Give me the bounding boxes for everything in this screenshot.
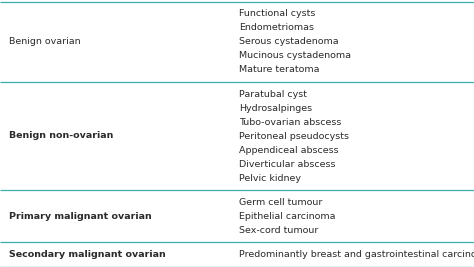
Text: Peritoneal pseudocysts: Peritoneal pseudocysts bbox=[239, 132, 349, 141]
Text: Diverticular abscess: Diverticular abscess bbox=[239, 160, 336, 169]
Text: Endometriomas: Endometriomas bbox=[239, 23, 314, 32]
Text: Functional cysts: Functional cysts bbox=[239, 9, 316, 18]
Text: Paratubal cyst: Paratubal cyst bbox=[239, 89, 307, 99]
Text: Mucinous cystadenoma: Mucinous cystadenoma bbox=[239, 51, 351, 60]
Text: Tubo-ovarian abscess: Tubo-ovarian abscess bbox=[239, 117, 342, 127]
Text: Benign non-ovarian: Benign non-ovarian bbox=[9, 131, 114, 140]
Text: Hydrosalpinges: Hydrosalpinges bbox=[239, 104, 312, 113]
Text: Benign ovarian: Benign ovarian bbox=[9, 37, 81, 46]
Text: Pelvic kidney: Pelvic kidney bbox=[239, 174, 301, 183]
Text: Germ cell tumour: Germ cell tumour bbox=[239, 198, 323, 207]
Text: Mature teratoma: Mature teratoma bbox=[239, 65, 320, 74]
Text: Primary malignant ovarian: Primary malignant ovarian bbox=[9, 212, 152, 221]
Text: Appendiceal abscess: Appendiceal abscess bbox=[239, 146, 339, 155]
Text: Serous cystadenoma: Serous cystadenoma bbox=[239, 37, 339, 46]
Text: Predominantly breast and gastrointestinal carcinoma.: Predominantly breast and gastrointestina… bbox=[239, 250, 474, 259]
Text: Secondary malignant ovarian: Secondary malignant ovarian bbox=[9, 250, 166, 259]
Text: Sex-cord tumour: Sex-cord tumour bbox=[239, 226, 319, 235]
Text: Epithelial carcinoma: Epithelial carcinoma bbox=[239, 212, 336, 221]
